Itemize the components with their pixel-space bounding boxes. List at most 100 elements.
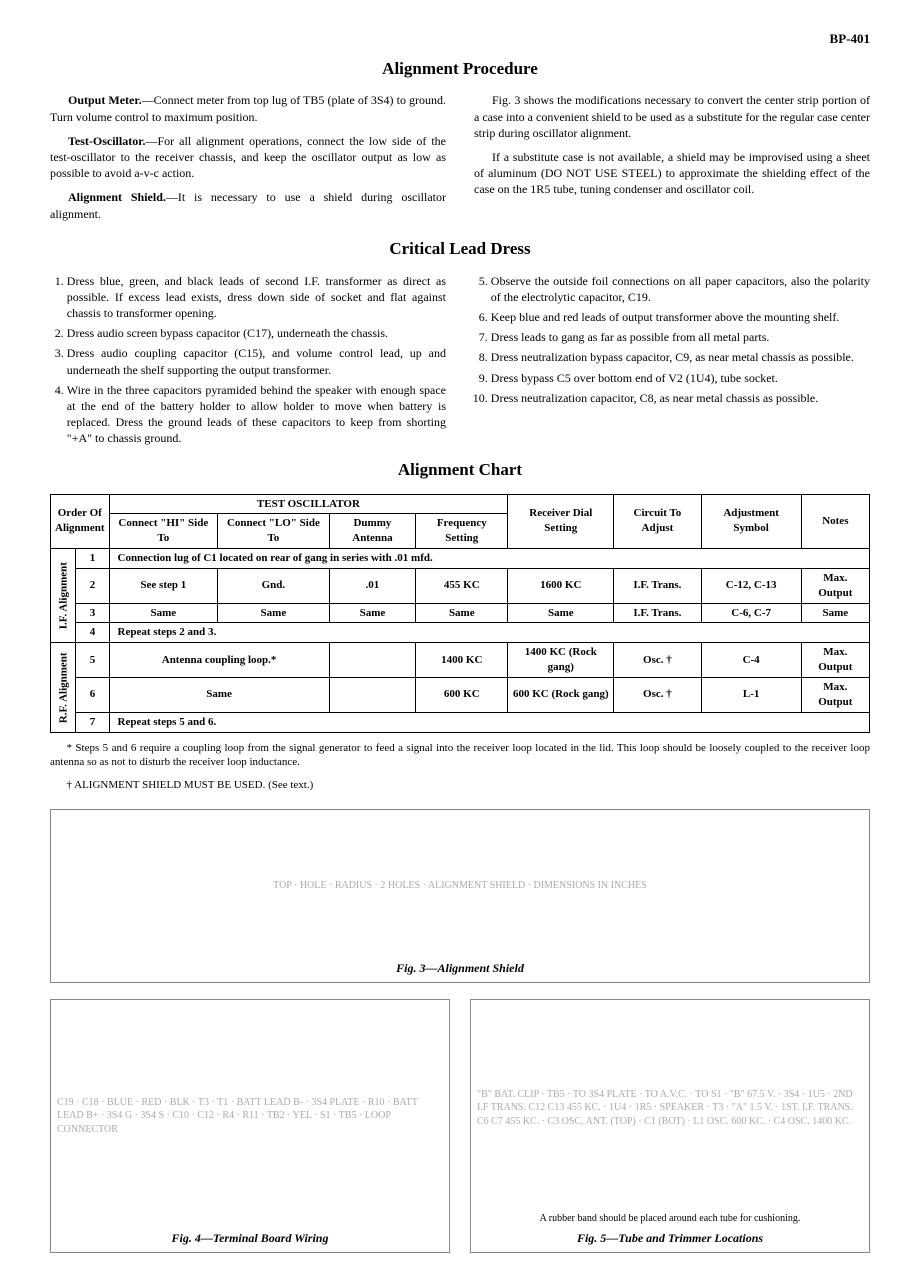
table-row: 3SameSameSameSameSameI.F. Trans.C-6, C-7… <box>51 603 870 623</box>
label-test-osc: Test-Oscillator. <box>68 134 145 148</box>
lead-item: Observe the outside foil connections on … <box>491 273 870 305</box>
table-cell: 6 <box>76 677 109 712</box>
table-cell: 2 <box>76 568 109 603</box>
figure-3-diagram: TOP · HOLE · RADIUS · 2 HOLES · ALIGNMEN… <box>57 816 863 956</box>
lead-item: Dress blue, green, and black leads of se… <box>67 273 446 322</box>
alignment-chart-table: Order Of Alignment TEST OSCILLATOR Recei… <box>50 494 870 733</box>
table-cell: Max. Output <box>801 568 869 603</box>
table-cell: Max. Output <box>801 643 869 678</box>
lead-item: Wire in the three capacitors pyramided b… <box>67 382 446 447</box>
figure-5-note: A rubber band should be placed around ea… <box>540 1212 801 1226</box>
table-cell: Max. Output <box>801 677 869 712</box>
para-test-osc: Test-Oscillator.—For all alignment opera… <box>50 133 446 182</box>
table-cell <box>329 677 416 712</box>
para-right-1: Fig. 3 shows the modifications necessary… <box>474 92 870 141</box>
table-cell: Same <box>416 603 508 623</box>
heading-alignment-procedure: Alignment Procedure <box>50 58 870 81</box>
table-cell: Connection lug of C1 located on rear of … <box>109 549 870 569</box>
table-cell: 1600 KC <box>508 568 614 603</box>
table-cell: .01 <box>329 568 416 603</box>
table-cell: 600 KC (Rock gang) <box>508 677 614 712</box>
para-output-meter: Output Meter.—Connect meter from top lug… <box>50 92 446 124</box>
footnote-dagger: † ALIGNMENT SHIELD MUST BE USED. (See te… <box>50 778 870 793</box>
table-cell: Same <box>801 603 869 623</box>
table-cell: I.F. Trans. <box>614 603 701 623</box>
lead-dress-right: Observe the outside foil connections on … <box>474 273 870 451</box>
table-cell: Same <box>508 603 614 623</box>
lead-dress-columns: Dress blue, green, and black leads of se… <box>50 273 870 451</box>
table-cell <box>329 643 416 678</box>
table-row: 4Repeat steps 2 and 3. <box>51 623 870 643</box>
procedure-right-col: Fig. 3 shows the modifications necessary… <box>474 92 870 229</box>
table-cell: 1400 KC (Rock gang) <box>508 643 614 678</box>
figure-4-diagram: C19 · C18 · BLUE · RED · BLK · T3 · T1 ·… <box>57 1006 443 1226</box>
table-cell: Same <box>109 603 218 623</box>
table-cell: C-6, C-7 <box>701 603 801 623</box>
para-shield: Alignment Shield.—It is necessary to use… <box>50 189 446 221</box>
table-row: 6Same 600 KC600 KC (Rock gang)Osc. †L-1Ma… <box>51 677 870 712</box>
lead-item: Dress leads to gang as far as possible f… <box>491 329 870 345</box>
table-cell: 5 <box>76 643 109 678</box>
table-cell: C-12, C-13 <box>701 568 801 603</box>
table-cell: Osc. † <box>614 643 701 678</box>
table-cell: See step 1 <box>109 568 218 603</box>
lead-item: Dress audio screen bypass capacitor (C17… <box>67 325 446 341</box>
th-order: Order Of Alignment <box>51 494 110 549</box>
label-shield: Alignment Shield. <box>68 190 166 204</box>
table-cell: Same <box>329 603 416 623</box>
table-cell: 7 <box>76 712 109 732</box>
lead-list-right: Observe the outside foil connections on … <box>474 273 870 406</box>
figure-row-1: TOP · HOLE · RADIUS · 2 HOLES · ALIGNMEN… <box>50 809 870 983</box>
table-cell: I.F. Trans. <box>614 568 701 603</box>
procedure-left-col: Output Meter.—Connect meter from top lug… <box>50 92 446 229</box>
table-cell: Same <box>109 677 329 712</box>
table-cell: Same <box>218 603 330 623</box>
table-cell: Osc. † <box>614 677 701 712</box>
lead-dress-left: Dress blue, green, and black leads of se… <box>50 273 446 451</box>
table-cell: 600 KC <box>416 677 508 712</box>
footnote-star: * Steps 5 and 6 require a coupling loop … <box>50 741 870 771</box>
procedure-columns: Output Meter.—Connect meter from top lug… <box>50 92 870 229</box>
table-row: 2See step 1Gnd..01455 KC1600 KCI.F. Tran… <box>51 568 870 603</box>
table-row: R.F. Alignment5Antenna coupling loop.*14… <box>51 643 870 678</box>
lead-item: Dress bypass C5 over bottom end of V2 (1… <box>491 370 870 386</box>
lead-item: Keep blue and red leads of output transf… <box>491 309 870 325</box>
lead-item: Dress audio coupling capacitor (C15), an… <box>67 345 446 377</box>
heading-critical-lead-dress: Critical Lead Dress <box>50 238 870 261</box>
th-lo: Connect "LO" Side To <box>218 514 330 549</box>
table-cell: Gnd. <box>218 568 330 603</box>
table-cell: C-4 <box>701 643 801 678</box>
th-test-osc: TEST OSCILLATOR <box>109 494 508 514</box>
th-freq: Frequency Setting <box>416 514 508 549</box>
page-id: BP-401 <box>50 30 870 48</box>
lead-item: Dress neutralization bypass capacitor, C… <box>491 349 870 365</box>
label-output-meter: Output Meter. <box>68 93 142 107</box>
table-row: I.F. Alignment1Connection lug of C1 loca… <box>51 549 870 569</box>
lead-list-left: Dress blue, green, and black leads of se… <box>50 273 446 447</box>
table-cell: Repeat steps 5 and 6. <box>109 712 870 732</box>
th-notes: Notes <box>801 494 869 549</box>
th-circuit: Circuit To Adjust <box>614 494 701 549</box>
group-if: I.F. Alignment <box>51 549 76 643</box>
table-cell: Repeat steps 2 and 3. <box>109 623 870 643</box>
figure-4: C19 · C18 · BLUE · RED · BLK · T3 · T1 ·… <box>50 999 450 1253</box>
table-cell: 455 KC <box>416 568 508 603</box>
figure-3-caption: Fig. 3—Alignment Shield <box>396 960 524 976</box>
table-cell: L-1 <box>701 677 801 712</box>
figure-3: TOP · HOLE · RADIUS · 2 HOLES · ALIGNMEN… <box>50 809 870 983</box>
table-row: 7Repeat steps 5 and 6. <box>51 712 870 732</box>
th-dial: Receiver Dial Setting <box>508 494 614 549</box>
table-cell: 1 <box>76 549 109 569</box>
figure-4-caption: Fig. 4—Terminal Board Wiring <box>172 1230 329 1246</box>
lead-item: Dress neutralization capacitor, C8, as n… <box>491 390 870 406</box>
figure-5-caption: Fig. 5—Tube and Trimmer Locations <box>577 1230 763 1246</box>
figure-row-2: C19 · C18 · BLUE · RED · BLK · T3 · T1 ·… <box>50 999 870 1253</box>
table-cell: Antenna coupling loop.* <box>109 643 329 678</box>
figure-5-diagram: "B" BAT. CLIP · TB5 · TO 3S4 PLATE · TO … <box>477 1006 863 1210</box>
th-dummy: Dummy Antenna <box>329 514 416 549</box>
para-right-2: If a substitute case is not available, a… <box>474 149 870 198</box>
table-cell: 1400 KC <box>416 643 508 678</box>
table-cell: 3 <box>76 603 109 623</box>
figure-5: "B" BAT. CLIP · TB5 · TO 3S4 PLATE · TO … <box>470 999 870 1253</box>
table-cell: 4 <box>76 623 109 643</box>
